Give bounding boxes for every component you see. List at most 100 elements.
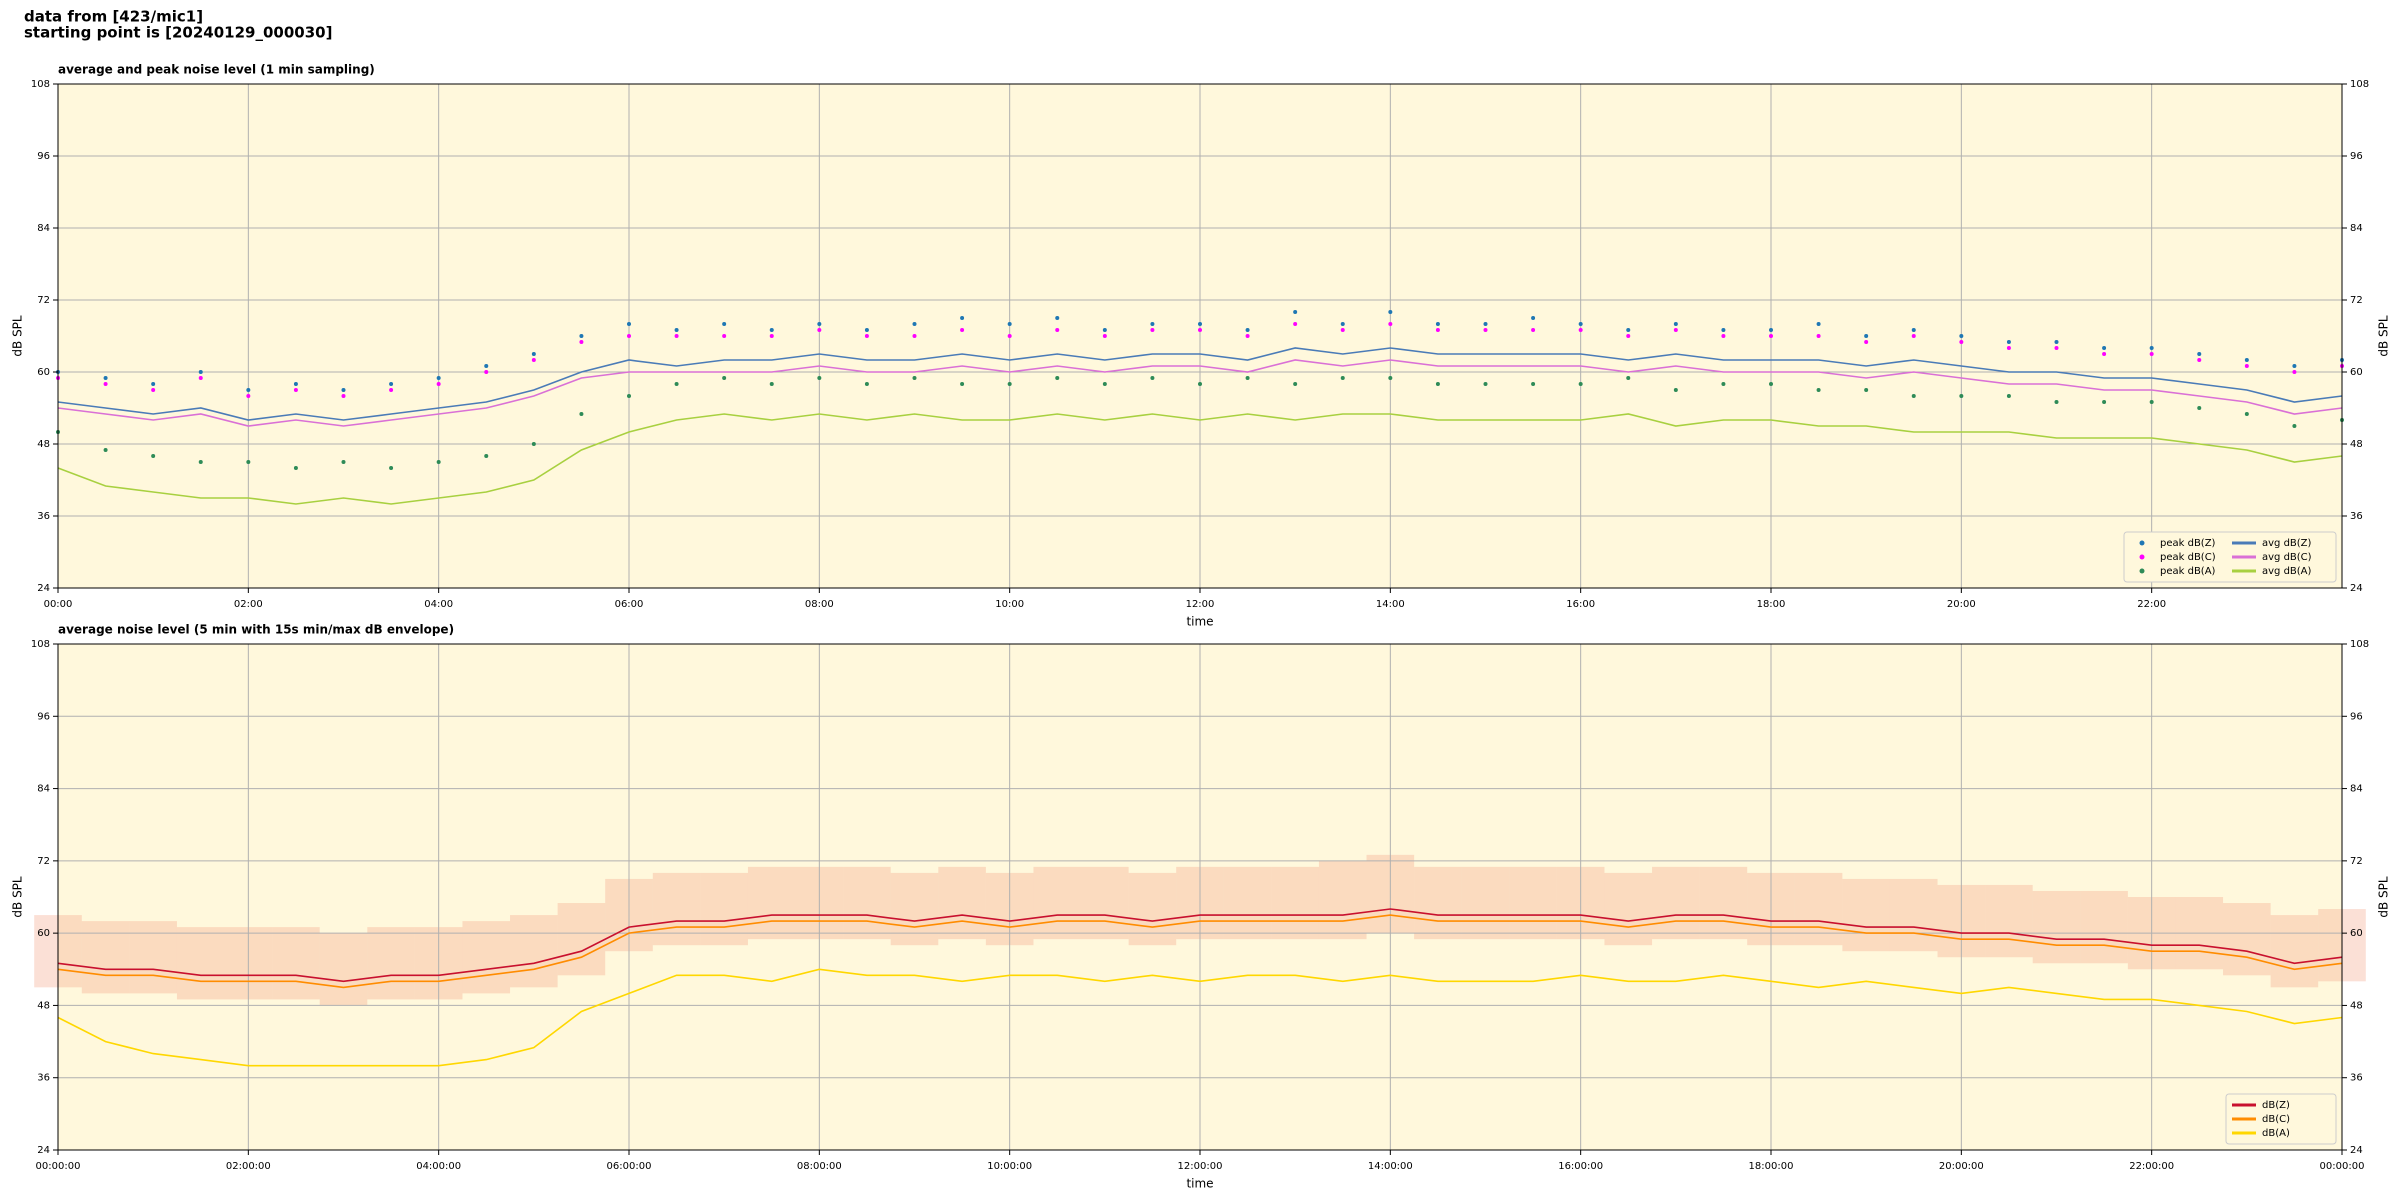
- series-line: [57, 359, 2343, 427]
- envelope-band: [319, 933, 368, 1006]
- peak-point: [2006, 346, 2011, 350]
- peak-point: [2244, 358, 2249, 362]
- peak-point: [2149, 346, 2154, 350]
- peak-point: [293, 466, 298, 470]
- x-tick-label: 00:00:00: [2320, 1161, 2365, 1172]
- peak-point: [198, 376, 203, 380]
- peak-point: [198, 460, 203, 464]
- peak-point: [389, 388, 394, 392]
- header-line: starting point is [20240129_000030]: [24, 24, 332, 42]
- peak-point: [1911, 328, 1916, 332]
- y-tick-label: 96: [2350, 711, 2363, 722]
- envelope-band: [367, 927, 415, 1000]
- envelope-band: [272, 927, 320, 1000]
- y-axis-label: dB SPL: [11, 315, 25, 357]
- peak-point: [1007, 382, 1012, 386]
- peak-point: [151, 388, 156, 392]
- envelope-band: [2223, 903, 2271, 976]
- y-tick-label: 108: [31, 79, 50, 90]
- legend-marker: [2139, 540, 2145, 546]
- x-tick-label: 04:00: [424, 599, 453, 610]
- peak-point: [2102, 346, 2107, 350]
- envelope-band: [1318, 860, 1367, 940]
- peak-point: [1293, 382, 1298, 386]
- peak-point: [1102, 328, 1107, 332]
- peak-point: [1388, 310, 1393, 314]
- legend-label: avg dB(C): [2262, 552, 2312, 563]
- peak-point: [1007, 334, 1012, 338]
- peak-point: [864, 382, 869, 386]
- peak-point: [1150, 376, 1155, 380]
- peak-point: [2102, 400, 2107, 404]
- y-axis-label: dB SPL: [11, 876, 25, 918]
- peak-point: [864, 334, 869, 338]
- x-tick-label: 14:00: [1376, 599, 1405, 610]
- envelope-band: [1604, 872, 1653, 946]
- peak-point: [1769, 334, 1773, 338]
- legend-label: avg dB(A): [2262, 566, 2312, 577]
- header-line: data from [423/mic1]: [24, 8, 203, 26]
- peak-point: [1959, 334, 1964, 338]
- peak-point: [198, 370, 203, 374]
- y-tick-label: 60: [37, 928, 50, 939]
- peak-point: [1673, 388, 1678, 392]
- series-line: [57, 914, 2343, 989]
- peak-point: [912, 334, 917, 338]
- peak-point: [1578, 382, 1583, 386]
- envelope-band: [129, 921, 177, 994]
- x-tick-label: 18:00:00: [1749, 1161, 1794, 1172]
- peak-point: [1435, 382, 1440, 386]
- peak-point: [293, 382, 298, 386]
- series-line: [57, 347, 2343, 421]
- peak-point: [912, 322, 917, 326]
- peak-point: [1864, 340, 1869, 344]
- envelope-band: [1699, 866, 1748, 940]
- y-tick-label: 108: [2350, 79, 2369, 90]
- envelope-band: [2080, 890, 2128, 964]
- y-tick-label: 60: [37, 367, 50, 378]
- x-tick-label: 14:00:00: [1368, 1161, 1413, 1172]
- peak-point: [2244, 364, 2249, 368]
- peak-point: [1340, 322, 1345, 326]
- y-tick-label: 48: [37, 1000, 50, 1011]
- envelope-band: [81, 921, 130, 994]
- x-tick-label: 02:00: [234, 599, 263, 610]
- peak-point: [769, 328, 774, 332]
- peak-point: [1102, 382, 1107, 386]
- peak-point: [1673, 328, 1678, 332]
- peak-point: [769, 334, 774, 338]
- peak-point: [1769, 328, 1773, 332]
- peak-point: [341, 460, 346, 464]
- peak-point: [960, 382, 965, 386]
- peak-point: [627, 322, 631, 326]
- x-tick-label: 18:00: [1757, 599, 1786, 610]
- y-tick-label: 36: [37, 1073, 50, 1084]
- x-tick-label: 12:00:00: [1178, 1161, 1223, 1172]
- peak-point: [2149, 352, 2154, 356]
- peak-point: [1055, 376, 1060, 380]
- peak-point: [2292, 364, 2297, 368]
- legend-label: peak dB(Z): [2160, 538, 2216, 549]
- peak-point: [436, 376, 441, 380]
- envelope-band: [2270, 915, 2319, 988]
- y-tick-label: 48: [2350, 439, 2363, 450]
- x-tick-label: 22:00: [2137, 599, 2166, 610]
- peak-point: [1198, 328, 1202, 332]
- x-tick-label: 12:00: [1186, 599, 1215, 610]
- peak-point: [1531, 382, 1536, 386]
- peak-point: [531, 358, 536, 362]
- peak-point: [246, 388, 251, 392]
- peak-point: [2292, 370, 2297, 374]
- x-tick-label: 08:00: [805, 599, 834, 610]
- peak-point: [1198, 322, 1202, 326]
- envelope-band: [1033, 866, 1082, 940]
- y-tick-label: 84: [2350, 223, 2363, 234]
- y-tick-label: 24: [2350, 1145, 2363, 1156]
- envelope-band: [700, 872, 748, 946]
- x-tick-label: 06:00:00: [607, 1161, 652, 1172]
- y-tick-label: 108: [31, 639, 50, 650]
- peak-point: [151, 382, 156, 386]
- envelope-band: [462, 921, 511, 994]
- x-tick-label: 04:00:00: [416, 1161, 461, 1172]
